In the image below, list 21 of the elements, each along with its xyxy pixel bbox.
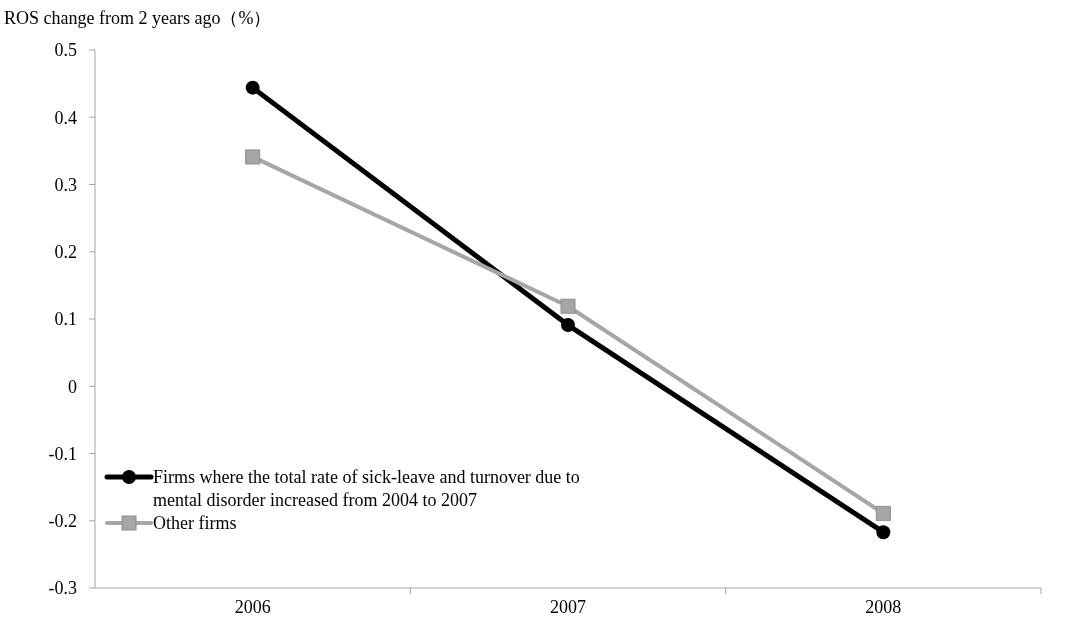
y-tick-label: 0.2	[54, 242, 77, 263]
point	[245, 80, 260, 95]
point	[875, 505, 891, 521]
y-tick-label: 0.3	[54, 174, 77, 195]
point	[561, 318, 575, 333]
y-tick-label: -0.3	[48, 578, 77, 599]
x-tick-label: 2006	[234, 597, 271, 617]
x-tick-label: 2007	[550, 597, 586, 617]
y-tick-label: -0.1	[48, 443, 77, 464]
y-tick-label: 0.5	[54, 40, 77, 61]
point	[245, 149, 261, 165]
y-axis-title: ROS change from 2 years ago（%）	[4, 8, 272, 28]
point	[560, 298, 576, 314]
point	[876, 525, 891, 540]
y-tick-label: 0.1	[54, 309, 77, 330]
x-tick-label: 2008	[865, 597, 902, 617]
y-tick-label: -0.2	[48, 511, 77, 532]
legend-label: Firms where the total rate of sick-leave and turnover due to mental disorder increased from 2004 to 2007	[153, 467, 580, 511]
y-tick-label: 0	[68, 376, 77, 397]
legend-label: Other firms	[153, 513, 237, 534]
y-tick-label: 0.4	[54, 107, 77, 128]
